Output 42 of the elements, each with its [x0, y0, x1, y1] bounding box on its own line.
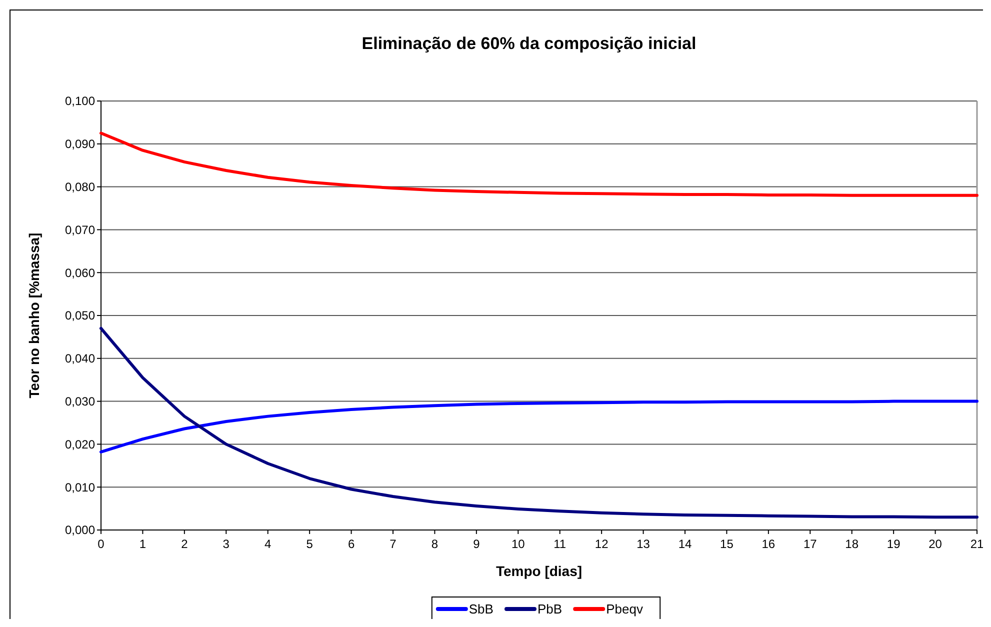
legend-label: PbB — [538, 602, 562, 617]
x-tick-label: 3 — [222, 537, 230, 551]
y-tick-label: 0,070 — [64, 222, 96, 237]
x-tick-label: 2 — [181, 537, 188, 551]
y-tick-label: 0,010 — [64, 480, 96, 494]
line-series — [100, 326, 978, 519]
legend-label: Pbeqv — [606, 602, 644, 617]
y-tick-label: 0,040 — [64, 352, 96, 366]
x-tick-label: 20 — [928, 537, 942, 551]
x-tick-label: 18 — [845, 537, 859, 551]
y-axis-title: Teor no banho [%massa] — [26, 232, 42, 398]
chart-title: Eliminação de 60% da composição inicial — [362, 34, 696, 53]
x-tick-label: 8 — [431, 537, 438, 551]
y-tick-label: 0,050 — [64, 308, 96, 323]
x-tick-label: 12 — [594, 537, 609, 551]
y-tick-label: 0,090 — [64, 137, 96, 152]
x-tick-label: 9 — [473, 537, 480, 551]
x-tick-label: 5 — [306, 537, 314, 551]
y-tick-label: 0,000 — [64, 523, 96, 538]
y-tick-label: 0,020 — [64, 437, 96, 452]
x-tick-label: 4 — [264, 537, 272, 551]
x-tick-label: 15 — [720, 537, 734, 551]
legend-label: SbB — [468, 602, 494, 617]
y-tick-label: 0,100 — [64, 94, 96, 108]
x-tick-label: 7 — [390, 537, 397, 551]
x-tick-label: 10 — [511, 537, 526, 551]
y-tick-label: 0,060 — [64, 266, 96, 280]
x-tick-label: 17 — [803, 537, 818, 551]
x-tick-label: 0 — [98, 537, 105, 551]
x-tick-label: 11 — [554, 537, 566, 551]
x-tick-label: 16 — [762, 537, 776, 551]
x-tick-label: 13 — [636, 537, 650, 551]
x-tick-label: 6 — [348, 537, 355, 551]
y-tick-label: 0,080 — [64, 180, 96, 194]
y-tick-label: 0,030 — [64, 394, 96, 408]
x-tick-label: 1 — [139, 537, 146, 551]
x-axis-title: Tempo [dias] — [496, 563, 582, 579]
x-tick-label: 19 — [886, 537, 901, 551]
x-tick-label: 21 — [970, 537, 984, 551]
line-series — [100, 132, 978, 197]
x-tick-label: 14 — [678, 537, 692, 551]
line-series — [100, 400, 978, 454]
